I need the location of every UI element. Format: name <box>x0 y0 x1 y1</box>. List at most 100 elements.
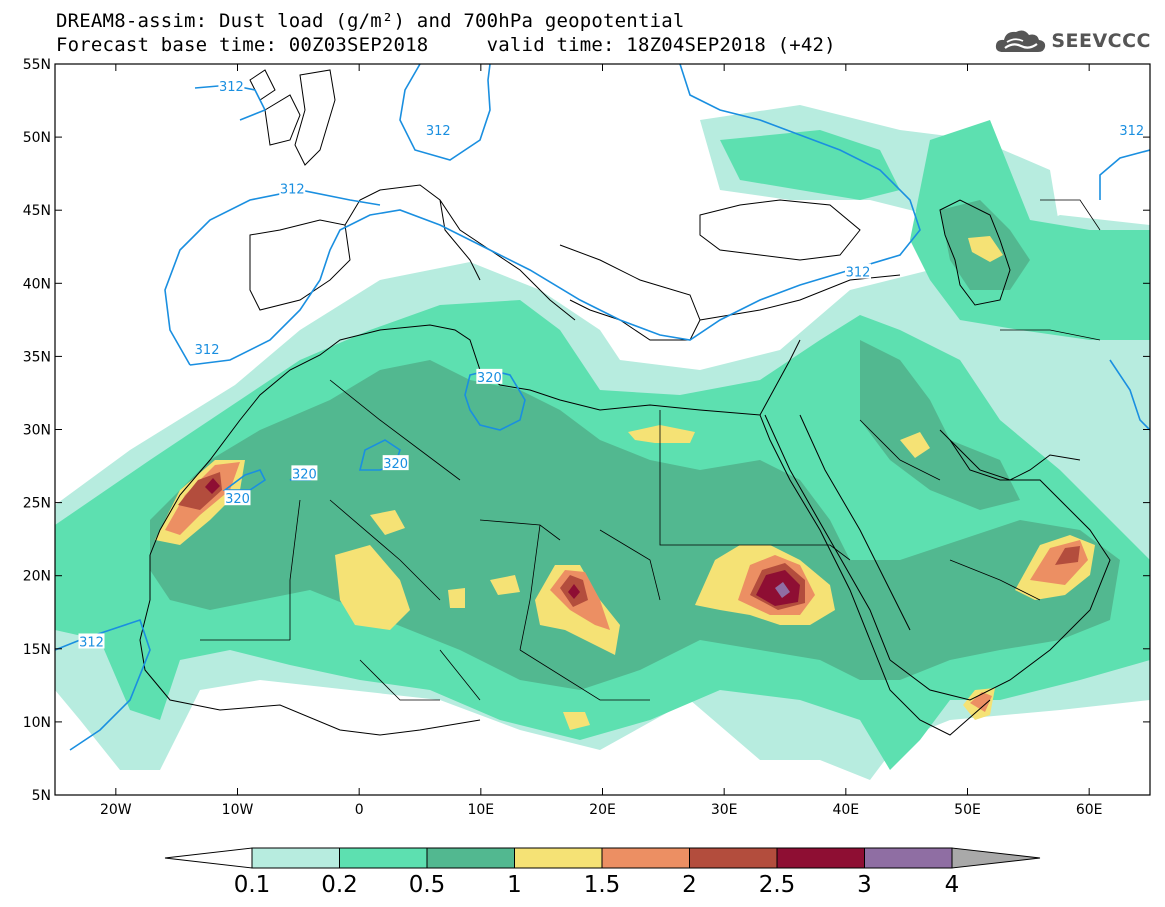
dust-region-0.2-ukraine <box>720 130 900 200</box>
contour-312-nw <box>194 84 267 121</box>
y-axis-labels: 5N 10N 15N 20N 25N 30N 35N 40N 45N 50N 55N <box>23 57 51 804</box>
contour-label: 312 <box>219 80 244 95</box>
colorbar-bin <box>426 847 515 869</box>
contour-label-bg <box>476 368 503 384</box>
contour-label: 312 <box>846 266 871 281</box>
colorbar-bin <box>601 847 690 869</box>
contour-label-bg <box>194 341 221 357</box>
colorbar-label: 0.1 <box>234 872 271 898</box>
colorbar-label: 0.2 <box>321 872 358 898</box>
x-tick-label: 10W <box>222 802 254 818</box>
contour-label: 320 <box>225 492 250 507</box>
caspian-coastline <box>939 199 1011 306</box>
dust-region-1-caspian <box>968 236 1003 262</box>
contour-label-bg <box>425 121 452 137</box>
contour-label-bg <box>224 490 251 506</box>
dust-field <box>55 105 1150 780</box>
colorbar-bin <box>339 847 428 869</box>
colorbar-bin <box>514 847 603 869</box>
y-tick-label: 45N <box>23 203 51 219</box>
red-sea-coastline <box>764 414 911 661</box>
x-tick-label: 60E <box>1076 802 1103 818</box>
dust-region-3 <box>775 582 790 598</box>
country-borders <box>200 199 1101 701</box>
contour-label: 312 <box>195 343 220 358</box>
x-tick-label: 0 <box>355 802 364 818</box>
colorbar-bin <box>864 847 953 869</box>
colorbar-label: 4 <box>945 872 960 898</box>
colorbar-label: 1 <box>507 872 522 898</box>
y-tick-label: 10N <box>23 715 51 731</box>
colorbar-overflow-triangle <box>951 847 1041 869</box>
forecast-time-subtitle: Forecast base time: 00Z03SEP2018 valid t… <box>56 34 836 56</box>
dust-region-1-iraq <box>900 432 930 458</box>
x-tick-label: 20W <box>100 802 132 818</box>
cloud-logo-icon <box>996 30 1046 52</box>
contour-label: 312 <box>1119 124 1144 139</box>
colorbar-label: 0.5 <box>409 872 446 898</box>
contour-label: 320 <box>477 371 502 386</box>
black-sea-coastline <box>699 199 861 261</box>
x-tick-label: 40E <box>832 802 859 818</box>
contour-label-bg <box>218 77 245 93</box>
x-tick-label: 50E <box>954 802 981 818</box>
coastlines <box>139 69 1111 736</box>
dust-region-1 <box>335 545 410 630</box>
contour-label: 320 <box>383 457 408 472</box>
contour-label-bg <box>382 455 409 471</box>
europe-coastline <box>249 184 901 341</box>
y-tick-label: 50N <box>23 130 51 146</box>
seevccc-logo: SEEVCCC <box>995 28 1151 54</box>
dust-region-2.5-chad <box>568 584 580 599</box>
contour-label: 312 <box>280 182 305 197</box>
y-tick-label: 40N <box>23 276 51 292</box>
contour-320-algeria <box>358 439 401 471</box>
colorbar-label: 3 <box>857 872 872 898</box>
y-tick-label: 5N <box>32 788 51 804</box>
contour-label-bg <box>1118 121 1145 137</box>
colorbar-label: 2 <box>682 872 697 898</box>
contour-label-bg <box>78 633 105 649</box>
x-axis-labels: 20W 10W 0 10E 20E 30E 40E 50E 60E <box>100 802 1103 818</box>
contour-label: 312 <box>426 124 451 139</box>
contour-label-bg <box>845 263 871 279</box>
logo-text: SEEVCCC <box>1051 30 1151 52</box>
colorbar-bin <box>776 847 865 869</box>
colorbar-bin <box>251 847 340 869</box>
y-tick-label: 30N <box>23 423 51 439</box>
colorbar-label: 1.5 <box>584 872 621 898</box>
contour-312-france <box>399 64 491 161</box>
contour-312-north <box>189 64 921 366</box>
dust-region-0.5-east <box>860 340 1020 510</box>
colorbar: 0.1 0.2 0.5 1 1.5 2 2.5 3 4 <box>164 847 1041 898</box>
colorbar-bin <box>689 847 778 869</box>
dust-region-2-oman <box>1055 546 1080 565</box>
africa-coastline <box>139 324 991 736</box>
y-tick-label: 15N <box>23 642 51 658</box>
y-tick-label: 20N <box>23 569 51 585</box>
axis-ticks <box>55 63 1150 796</box>
x-tick-label: 10E <box>467 802 494 818</box>
x-tick-label: 30E <box>711 802 738 818</box>
contour-label: 320 <box>292 467 317 482</box>
contour-312-iberia <box>164 189 381 366</box>
y-tick-label: 25N <box>23 496 51 512</box>
map-title: DREAM8-assim: Dust load (g/m²) and 700hP… <box>56 10 685 32</box>
contour-312-east <box>1099 149 1150 200</box>
contour-arabia-east <box>1109 359 1150 431</box>
arabian-coastline <box>889 439 1111 701</box>
y-tick-label: 55N <box>23 57 51 73</box>
contour-label-bg <box>279 180 306 196</box>
colorbar-underflow-triangle <box>164 847 253 869</box>
british-isles <box>249 69 336 166</box>
contour-label-bg <box>291 465 318 481</box>
contour-label: 312 <box>79 635 104 650</box>
dust-region-1.5-yemen <box>970 692 992 712</box>
x-tick-label: 20E <box>589 802 616 818</box>
dust-region-1-small <box>370 510 590 730</box>
dust-region-2.5-west <box>205 478 220 494</box>
gulf-coastline <box>939 429 1081 481</box>
contour-labels: 312 312 312 312 312 312 312 320 320 320 320 <box>78 77 1145 650</box>
colorbar-label: 2.5 <box>759 872 796 898</box>
